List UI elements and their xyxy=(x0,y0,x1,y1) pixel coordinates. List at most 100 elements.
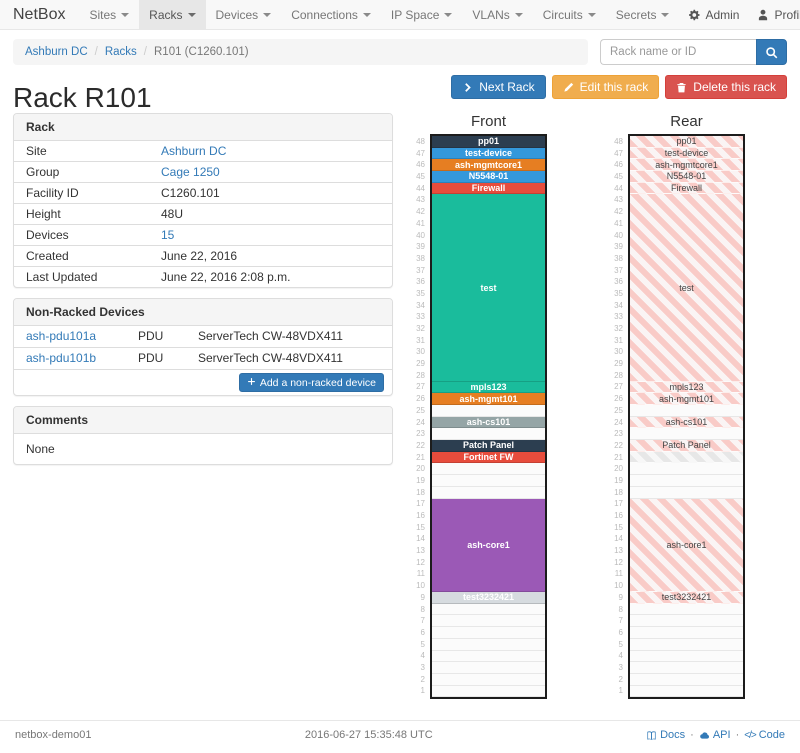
gear-icon xyxy=(688,9,701,21)
rack-device-n5548-01[interactable]: N5548-01 xyxy=(630,171,743,183)
unit-number: 2 xyxy=(618,674,623,684)
rack-elevation-rear: Rear 48 47 46 45 44 43 42 41 40 39 38 37 36 35 34 33 32 31… xyxy=(608,113,745,700)
rack-device-ash-cs101[interactable]: ash-cs101 xyxy=(432,416,545,429)
unit-number: 47 xyxy=(614,148,623,158)
unit-number: 4 xyxy=(420,651,425,661)
rack-device-pp01[interactable]: pp01 xyxy=(432,136,545,148)
search-input[interactable] xyxy=(600,39,756,65)
nav-item-devices[interactable]: Devices xyxy=(206,0,282,29)
add-nonracked-device-button[interactable]: Add a non-racked device xyxy=(238,373,384,392)
app-brand[interactable]: NetBox xyxy=(13,5,66,23)
page-title: Rack R101 xyxy=(13,82,152,113)
rack-device-test[interactable]: test xyxy=(432,194,545,382)
unit-number: 13 xyxy=(416,546,425,556)
attr-row: Site Ashburn DC xyxy=(14,141,392,161)
nonracked-device-row: ash-pdu101a PDU ServerTech CW-48VDX411 xyxy=(14,326,392,347)
rack-device-ash-core1[interactable]: ash-core1 xyxy=(432,498,545,593)
unit-number: 2 xyxy=(420,674,425,684)
footer-link-code[interactable]: </> Code xyxy=(744,729,785,741)
unit-number: 25 xyxy=(416,405,425,415)
rack-device-ash-mgmt101[interactable]: ash-mgmt101 xyxy=(630,393,743,405)
button-label: Edit this rack xyxy=(579,80,649,94)
rack-device-label: pp01 xyxy=(676,136,697,147)
unit-number: 30 xyxy=(416,347,425,357)
footer-link-docs[interactable]: Docs xyxy=(646,729,685,741)
attr-value-devices[interactable]: 15 xyxy=(161,228,175,242)
unit-number: 34 xyxy=(614,300,623,310)
attr-row: Group Cage 1250 xyxy=(14,161,392,182)
unit-number: 30 xyxy=(614,347,623,357)
unit-number: 28 xyxy=(416,370,425,380)
chevron-down-icon xyxy=(263,13,272,17)
rack-device-fortinet-fw[interactable]: Fortinet FW xyxy=(432,451,545,464)
nav-item-sites[interactable]: Sites xyxy=(79,0,139,29)
device-name-link[interactable]: ash-pdu101b xyxy=(26,351,97,365)
device-name-link[interactable]: ash-pdu101a xyxy=(26,329,97,343)
nav-item-secrets[interactable]: Secrets xyxy=(606,0,680,29)
rack-device-test3232421[interactable]: test3232421 xyxy=(630,592,743,604)
nav-item-connections[interactable]: Connections xyxy=(281,0,381,29)
edit-this-rack-button[interactable]: Edit this rack xyxy=(551,75,660,99)
rack-device-label: ash-core1 xyxy=(467,539,510,550)
unit-number: 40 xyxy=(614,230,623,240)
rack-device-mpls123[interactable]: mpls123 xyxy=(432,381,545,394)
rack-device-ash-mgmt101[interactable]: ash-mgmt101 xyxy=(432,393,545,405)
code-icon: </> xyxy=(744,729,757,741)
nav-item-profile[interactable]: Profile xyxy=(748,0,800,29)
rack-device-ash-mgmtcore1[interactable]: ash-mgmtcore1 xyxy=(630,159,743,172)
rack-device-label: test xyxy=(679,282,694,293)
delete-this-rack-button[interactable]: Delete this rack xyxy=(665,75,787,99)
rack-device-patch-panel[interactable]: Patch Panel xyxy=(630,440,743,452)
unit-number: 35 xyxy=(614,288,623,298)
rack-device-n5548-01[interactable]: N5548-01 xyxy=(432,171,545,183)
next-rack-button[interactable]: Next Rack xyxy=(451,75,546,99)
attr-value-site[interactable]: Ashburn DC xyxy=(161,144,227,158)
unit-number: 33 xyxy=(416,312,425,322)
nav-menu: Sites Racks Devices Connections IP Space VLAN… xyxy=(79,0,679,29)
rack-device-ash-core1[interactable]: ash-core1 xyxy=(630,498,743,593)
unit-number: 14 xyxy=(416,534,425,544)
nav-item-vlans[interactable]: VLANs xyxy=(462,0,532,29)
rack-device-ash-cs101[interactable]: ash-cs101 xyxy=(630,416,743,429)
footer-link-label: Docs xyxy=(660,729,686,741)
unit-number: 15 xyxy=(614,522,623,532)
search-button[interactable] xyxy=(756,39,787,65)
rack-unit-empty xyxy=(630,662,743,674)
unit-number: 10 xyxy=(416,581,425,591)
attr-row: Last Updated June 22, 2016 2:08 p.m. xyxy=(14,266,392,287)
nav-item-admin[interactable]: Admin xyxy=(679,0,748,29)
unit-number: 22 xyxy=(416,440,425,450)
nav-item-circuits[interactable]: Circuits xyxy=(533,0,606,29)
rack-box-front: pp01 test-device ash-mgmtcore1 N5548-01 Fire… xyxy=(430,134,547,700)
rack-device-pp01[interactable]: pp01 xyxy=(630,136,743,148)
nav-item-racks[interactable]: Racks xyxy=(139,0,206,29)
rack-device-test[interactable]: test xyxy=(630,194,743,382)
unit-number: 43 xyxy=(416,195,425,205)
button-label: Next Rack xyxy=(479,80,535,94)
unit-number: 13 xyxy=(614,546,623,556)
attr-label: Facility ID xyxy=(26,186,79,200)
rack-device-patch-panel[interactable]: Patch Panel xyxy=(432,440,545,452)
rack-device-mpls123[interactable]: mpls123 xyxy=(630,381,743,394)
unit-number: 40 xyxy=(416,230,425,240)
breadcrumb-item[interactable]: Racks xyxy=(104,46,137,58)
attr-value-group[interactable]: Cage 1250 xyxy=(161,165,220,179)
nav-item-ip-space[interactable]: IP Space xyxy=(381,0,462,29)
unit-number: 41 xyxy=(416,218,425,228)
rack-unit-empty xyxy=(432,463,545,476)
search-icon xyxy=(765,46,778,59)
rack-device-test-device[interactable]: test-device xyxy=(432,147,545,160)
unit-number: 17 xyxy=(614,499,623,509)
breadcrumb-item[interactable]: Ashburn DC xyxy=(25,46,88,58)
rack-device-test-device[interactable]: test-device xyxy=(630,147,743,160)
rack-device-label: test3232421 xyxy=(462,592,515,603)
unit-number: 35 xyxy=(416,288,425,298)
pencil-icon xyxy=(563,82,574,93)
rack-device-firewall[interactable]: Firewall xyxy=(432,182,545,195)
rack-device-ash-mgmtcore1[interactable]: ash-mgmtcore1 xyxy=(432,159,545,172)
rack-device-firewall[interactable]: Firewall xyxy=(630,182,743,195)
footer-link-api[interactable]: API xyxy=(699,729,731,741)
rack-device-label: Patch Panel xyxy=(662,440,711,451)
unit-number: 3 xyxy=(420,662,425,672)
rack-device-test3232421[interactable]: test3232421 xyxy=(432,592,545,604)
